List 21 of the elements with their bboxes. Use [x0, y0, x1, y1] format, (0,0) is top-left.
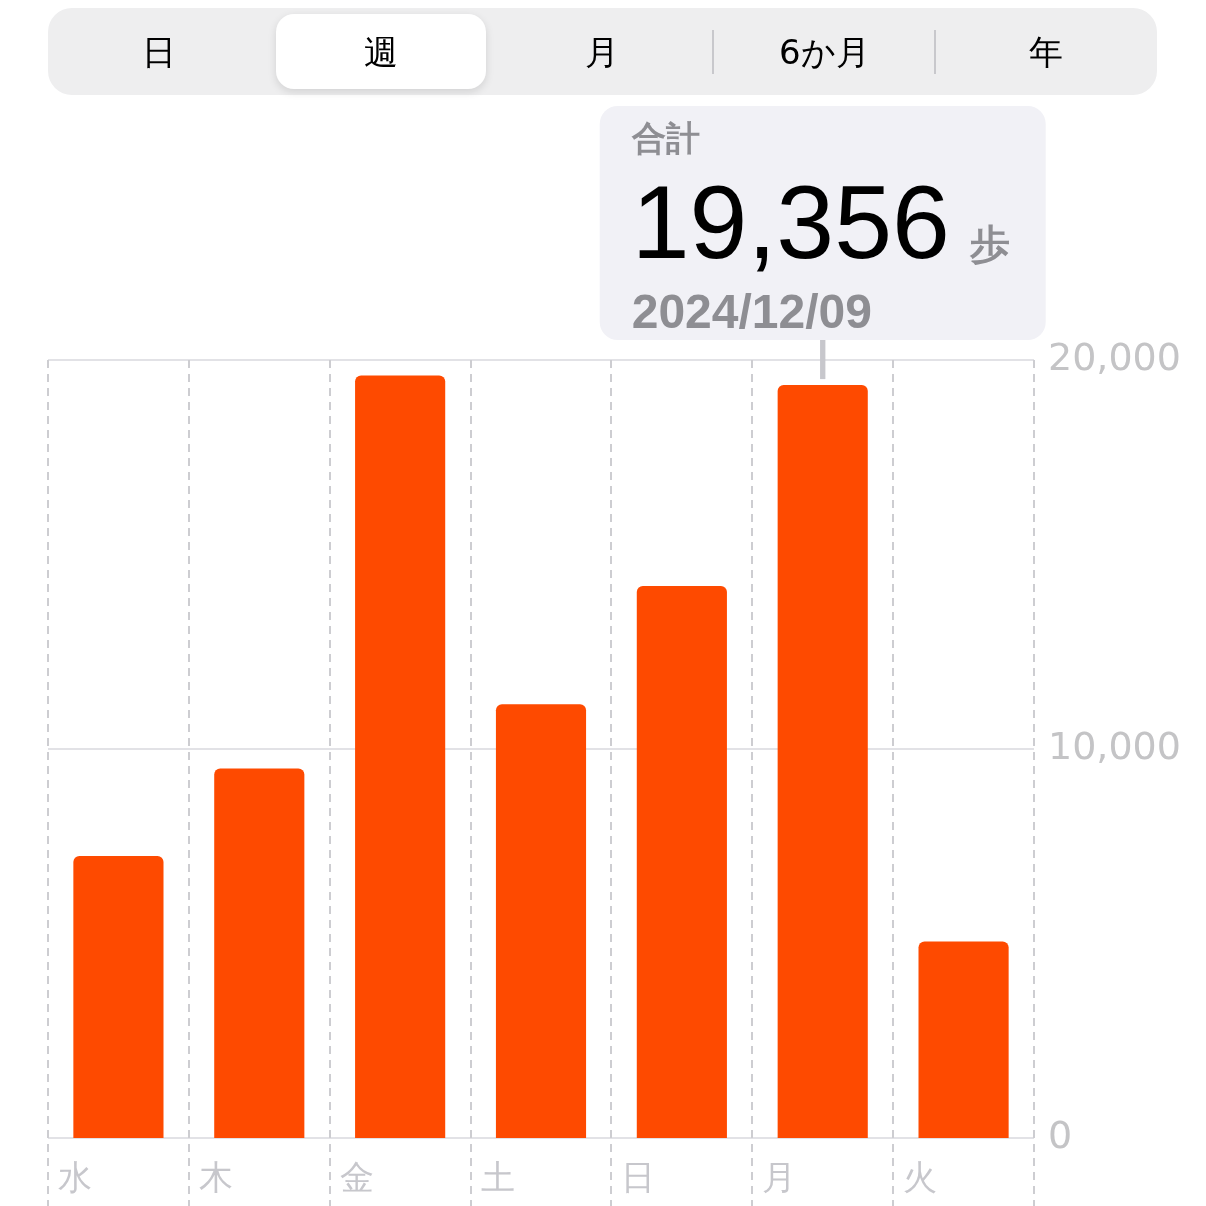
text: 合計	[630, 119, 700, 157]
y-tick-label: 10,000	[1048, 723, 1181, 768]
bar	[918, 941, 1009, 1138]
y-tick-label: 0	[1048, 1112, 1073, 1157]
annotation: 19,356 歩	[631, 164, 1010, 280]
x-tick-label: 日	[621, 1157, 656, 1198]
x-tick-label: 金	[339, 1157, 374, 1198]
bar	[777, 385, 868, 1138]
x-tick-label: 木	[198, 1157, 233, 1198]
x-tick-label: 月	[762, 1157, 797, 1198]
x-tick-label: 火	[903, 1157, 938, 1198]
bar	[214, 768, 305, 1138]
bar	[355, 375, 446, 1138]
y-tick-label: 20,000	[1048, 334, 1181, 379]
bar	[73, 855, 164, 1138]
x-tick-label: 水	[58, 1157, 92, 1198]
x-tick-label: 土	[480, 1157, 515, 1198]
annotation: 2024/12/09	[631, 285, 872, 338]
segmented-control: 日 週 月 6か月 年	[48, 8, 1157, 95]
bar	[636, 586, 727, 1138]
bar	[495, 704, 587, 1138]
